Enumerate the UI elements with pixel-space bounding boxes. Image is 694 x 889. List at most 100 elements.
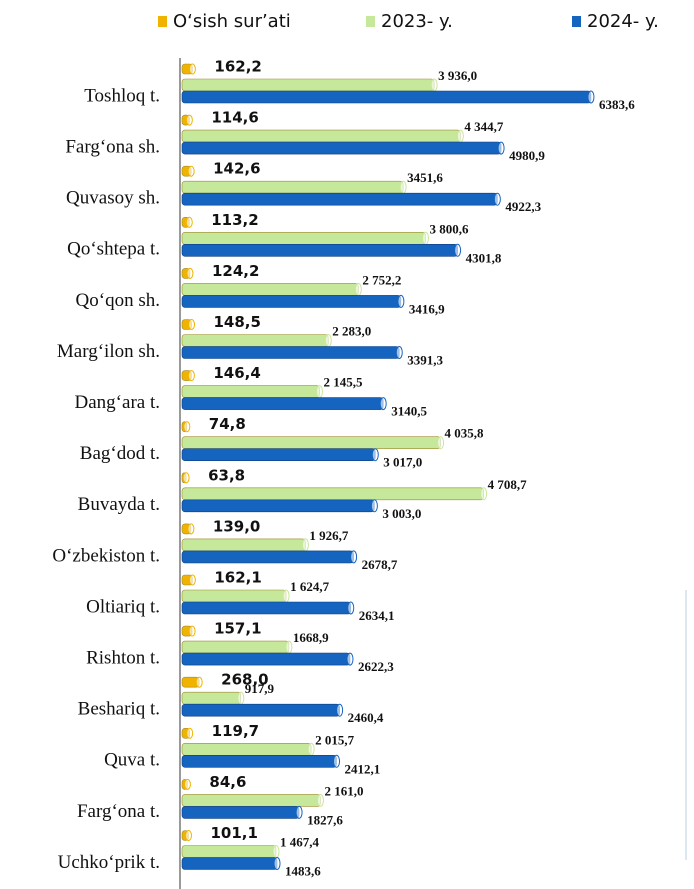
bar-cap [315, 385, 323, 399]
value-label: 146,4 [213, 364, 260, 382]
value-label: 4922,3 [505, 199, 541, 214]
bar-cap [187, 370, 195, 382]
value-label: 3140,5 [391, 404, 427, 419]
legend-swatch [572, 16, 581, 27]
bar [181, 192, 498, 206]
category-label: Dang‘ara t. [75, 392, 160, 413]
category-label: Bag‘dod t. [80, 443, 160, 464]
value-label: 3451,6 [407, 170, 443, 185]
category-label: O‘zbekiston t. [52, 545, 160, 566]
value-label: 2 161,0 [324, 783, 363, 798]
value-label: 3 800,6 [429, 221, 469, 236]
value-label: 2 015,7 [315, 732, 355, 747]
bar-cap [187, 165, 195, 177]
bar-cap [497, 141, 505, 155]
bar-cap [347, 601, 355, 615]
bar [181, 129, 461, 143]
bar-cap [195, 676, 203, 688]
bar-cap [307, 742, 315, 756]
legend-swatch [366, 16, 375, 27]
bar-cap [397, 294, 405, 308]
bar [181, 754, 337, 768]
bar [181, 742, 312, 756]
category-label: Marg‘ilon sh. [57, 341, 160, 362]
bar [181, 640, 290, 654]
value-label: 1483,6 [285, 863, 321, 878]
bar [181, 550, 354, 564]
value-label: 124,2 [212, 262, 259, 280]
bar-cap [273, 857, 281, 870]
bar-cap [370, 499, 378, 513]
value-label: 917,9 [245, 681, 275, 696]
category-label: Oltiariq t. [86, 596, 160, 617]
value-label: 4 344,7 [464, 119, 504, 134]
value-label: 6383,6 [599, 97, 635, 112]
value-label: 4 708,7 [488, 477, 528, 492]
value-label: 3 017,0 [383, 455, 422, 470]
bar-cap [346, 652, 354, 666]
bar [181, 141, 502, 155]
value-label: 4301,8 [466, 250, 502, 265]
bar-cap [188, 319, 196, 330]
value-label: 4 035,8 [445, 426, 485, 441]
bar [181, 244, 458, 257]
bar [181, 703, 340, 717]
bar [181, 78, 435, 92]
bar [181, 90, 592, 104]
bar [181, 601, 352, 615]
bar-cap [399, 180, 407, 194]
bar [181, 538, 306, 552]
value-label: 2412,1 [345, 761, 381, 776]
value-label: 1827,6 [307, 812, 343, 827]
bar [181, 180, 404, 194]
bar-cap [183, 778, 191, 790]
bar-cap [188, 625, 196, 637]
value-label: 2 145,5 [323, 375, 363, 390]
bar-cap [272, 845, 280, 858]
bar [181, 346, 400, 359]
category-label: Qo‘qon sh. [76, 290, 160, 311]
bar-cap [316, 793, 324, 807]
category-label: Rishton t. [86, 647, 160, 668]
category-label: Farg‘ona sh. [65, 136, 160, 157]
category-label: Beshariq t. [78, 699, 160, 720]
value-label: 148,5 [214, 313, 261, 331]
value-label: 114,6 [211, 109, 258, 127]
bar-cap [186, 267, 194, 279]
value-label: 1 624,7 [290, 579, 330, 594]
value-label: 74,8 [209, 415, 246, 433]
value-label: 3 936,0 [438, 68, 477, 83]
bar-cap [354, 282, 362, 296]
bar-cap [336, 703, 344, 717]
value-label: 142,6 [213, 160, 260, 178]
bar [181, 691, 242, 705]
bar-cap [371, 448, 379, 462]
bar [181, 283, 359, 296]
bar-cap [185, 216, 193, 228]
bar-cap [186, 727, 194, 739]
category-label: Quvasoy sh. [66, 188, 160, 209]
value-label: 101,1 [210, 824, 257, 842]
bar-cap [395, 346, 403, 359]
value-label: 3391,3 [407, 352, 443, 367]
category-label: Buvayda t. [78, 494, 160, 515]
bar-cap [454, 243, 462, 257]
bar [181, 232, 426, 245]
bar [181, 448, 376, 462]
category-label: Quva t. [104, 750, 160, 771]
bar-cap [480, 487, 488, 501]
bar-cap [295, 805, 303, 819]
bar-cap [187, 523, 195, 535]
value-label: 3 003,0 [382, 506, 421, 521]
bar-cap [430, 78, 438, 92]
bar-cap [350, 550, 358, 564]
bar [181, 436, 441, 450]
bar [181, 385, 320, 398]
value-label: 162,2 [214, 58, 261, 76]
value-label: 4980,9 [509, 148, 545, 163]
value-label: 2634,1 [359, 608, 395, 623]
bar [181, 857, 278, 870]
value-label: 113,2 [211, 211, 258, 229]
value-label: 2460,4 [348, 710, 384, 725]
bar [181, 806, 300, 819]
